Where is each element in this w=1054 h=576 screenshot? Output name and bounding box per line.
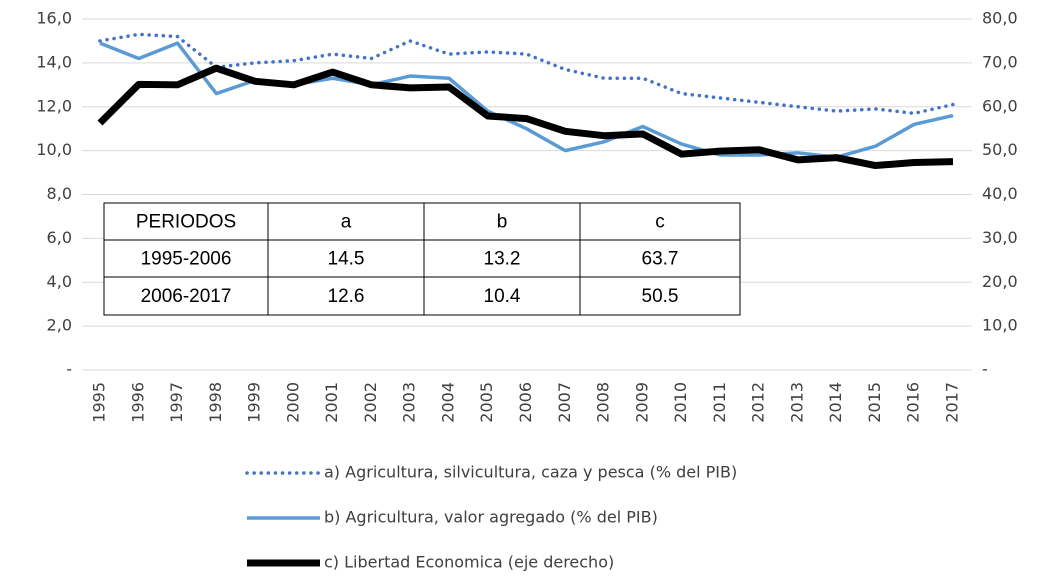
x-tick-label: 2000 [283, 382, 302, 423]
table-cell [579, 276, 741, 316]
table-cell [423, 239, 581, 278]
x-tick-label: 1997 [167, 382, 186, 423]
y-tick-label: 2,0 [47, 316, 72, 335]
legend-label: b) Agricultura, valor agregado (% del PI… [324, 508, 658, 527]
y-tick-label: 4,0 [47, 272, 72, 291]
x-tick-label: 2005 [477, 382, 496, 423]
table-text: 10.4 [484, 286, 521, 307]
y2-tick-label: - [982, 360, 988, 379]
table-cell [103, 239, 269, 278]
y-tick-label: 12,0 [36, 96, 72, 115]
x-tick-label: 2002 [361, 382, 380, 423]
table-text: 12.6 [328, 286, 365, 307]
x-tick-label: 2017 [943, 382, 962, 423]
x-tick-label: 1996 [128, 382, 147, 423]
x-tick-label: 2009 [632, 382, 651, 423]
x-tick-label: 2013 [787, 382, 806, 423]
series-line [98, 32, 955, 116]
legend-label: c) Libertad Economica (eje derecho) [324, 553, 614, 572]
table-text: 1995-2006 [141, 249, 232, 270]
table-text: 2006-2017 [141, 286, 232, 307]
x-tick-label: 1999 [245, 382, 264, 423]
y-tick-label: 8,0 [47, 184, 72, 203]
y2-tick-label: 30,0 [982, 228, 1018, 247]
y2-tick-label: 50,0 [982, 140, 1018, 159]
table-cell [423, 276, 581, 316]
y2-tick-label: 10,0 [982, 316, 1018, 335]
x-tick-label: 1995 [90, 382, 109, 423]
x-tick-label: 2007 [555, 382, 574, 423]
legend-label: a) Agricultura, silvicultura, caza y pes… [324, 463, 737, 482]
y2-tick-label: 40,0 [982, 184, 1018, 203]
table-cell [267, 239, 425, 278]
y2-tick-label: 20,0 [982, 272, 1018, 291]
x-tick-label: 2015 [865, 382, 884, 423]
y-tick-label: 16,0 [36, 9, 72, 28]
y-tick-label: 10,0 [36, 140, 72, 159]
y-tick-label: 14,0 [36, 52, 72, 71]
y2-tick-label: 60,0 [982, 96, 1018, 115]
table-text: b [497, 212, 508, 233]
series-line [97, 64, 954, 170]
table-text: 50.5 [642, 286, 679, 307]
table-cell [267, 276, 425, 316]
table-text: c [655, 212, 665, 233]
x-tick-label: 2014 [826, 382, 845, 423]
table-cell [579, 202, 741, 241]
table-cell [423, 202, 581, 241]
x-tick-label: 2003 [400, 382, 419, 423]
x-tick-label: 2011 [710, 382, 729, 423]
series-line [99, 41, 954, 159]
table-text: 13.2 [484, 249, 521, 270]
y-tick-label: 6,0 [47, 228, 72, 247]
table-cell [103, 276, 269, 316]
table-text: 14.5 [328, 249, 365, 270]
x-tick-label: 2008 [594, 382, 613, 423]
x-tick-label: 1998 [206, 382, 225, 423]
y2-tick-label: 70,0 [982, 52, 1018, 71]
table-text: 63.7 [642, 249, 679, 270]
x-tick-label: 2006 [516, 382, 535, 423]
table-text: a [341, 212, 352, 233]
x-tick-label: 2004 [438, 382, 457, 423]
y-tick-label: - [66, 360, 72, 379]
x-tick-label: 2016 [904, 382, 923, 423]
table-text: PERIODOS [136, 212, 236, 233]
x-tick-label: 2001 [322, 382, 341, 423]
y2-tick-label: 80,0 [982, 9, 1018, 28]
x-tick-label: 2012 [749, 382, 768, 423]
x-tick-label: 2010 [671, 382, 690, 423]
